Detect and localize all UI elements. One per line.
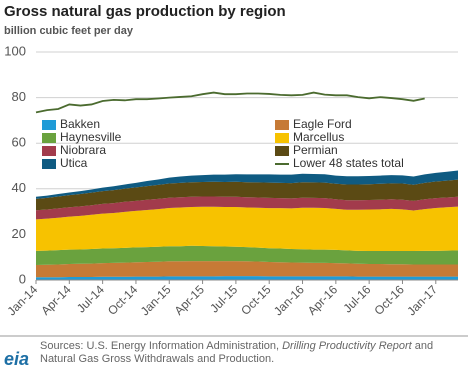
y-tick-label: 100: [4, 43, 26, 58]
x-tick-label: Jan-14: [5, 282, 41, 318]
area: [36, 261, 458, 278]
x-tick-label: Jul-15: [207, 282, 240, 315]
legend-label: Marcellus: [293, 130, 344, 144]
x-tick-label: Oct-15: [238, 282, 274, 318]
legend-label: Lower 48 states total: [293, 156, 404, 170]
source-text: Drilling Productivity Report: [282, 340, 412, 352]
y-tick-label: 40: [12, 180, 26, 195]
x-tick-label: Oct-14: [105, 282, 141, 318]
y-tick-label: 60: [12, 135, 26, 150]
legend-swatch: [275, 146, 289, 156]
area: [36, 206, 458, 252]
x-tick-label: Apr-16: [305, 282, 341, 318]
legend-label: Bakken: [60, 117, 100, 131]
legend-swatch: [42, 146, 56, 156]
x-tick-label: Oct-16: [371, 282, 407, 318]
x-tick-label: Jul-16: [341, 282, 374, 315]
area: [36, 276, 458, 280]
legend-swatch: [275, 120, 289, 130]
x-tick-label: Jan-15: [138, 282, 174, 318]
legend-label: Haynesville: [60, 130, 122, 144]
chart-subtitle: billion cubic feet per day: [4, 25, 134, 37]
y-tick-label: 20: [12, 226, 26, 241]
legend-swatch: [42, 159, 56, 169]
area: [36, 196, 458, 220]
source-text: and Natural Gas Gross Withdrawals and Pr…: [40, 340, 434, 365]
source-text: Sources: U.S. Energy Information Adminis…: [40, 340, 283, 352]
line: [35, 91, 425, 114]
x-tick-label: Jul-14: [74, 282, 107, 315]
legend-label: Utica: [60, 156, 88, 170]
source-note: Sources: U.S. Energy Information Adminis…: [40, 340, 464, 366]
y-tick-label: 0: [19, 271, 26, 286]
legend-swatch: [42, 120, 56, 130]
legend-label: Eagle Ford: [293, 117, 352, 131]
chart-title: Gross natural gas production by region: [4, 3, 286, 20]
area: [36, 170, 458, 199]
x-tick-label: Apr-14: [38, 282, 74, 318]
legend-swatch: [42, 133, 56, 143]
x-tick-label: Jan-16: [271, 282, 307, 318]
y-tick-label: 80: [12, 89, 26, 104]
legend-swatch: [275, 133, 289, 143]
logo: eia: [4, 349, 29, 369]
x-tick-label: Apr-15: [172, 282, 208, 318]
legend-label: Niobrara: [60, 143, 106, 157]
x-tick-label: Jan-17: [404, 282, 440, 318]
area: [36, 179, 458, 211]
legend-label: Permian: [293, 143, 338, 157]
